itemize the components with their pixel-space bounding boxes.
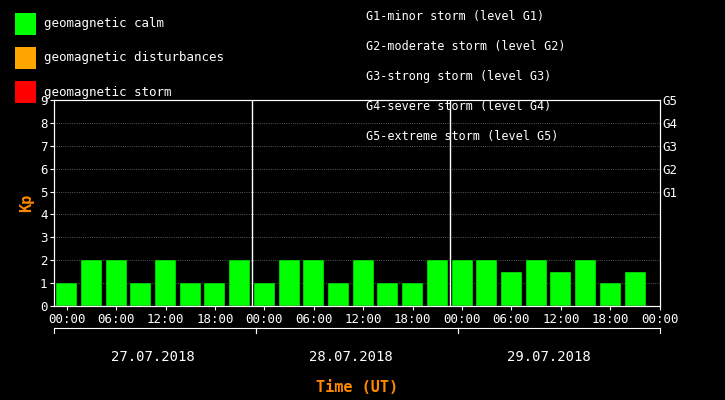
Bar	[526, 260, 547, 306]
Bar	[476, 260, 497, 306]
Bar	[303, 260, 324, 306]
Bar	[353, 260, 374, 306]
Text: G1-minor storm (level G1): G1-minor storm (level G1)	[366, 10, 544, 23]
Bar	[378, 283, 399, 306]
Bar	[624, 272, 645, 306]
Bar	[180, 283, 201, 306]
Text: 27.07.2018: 27.07.2018	[112, 350, 195, 364]
Bar	[600, 283, 621, 306]
Bar	[452, 260, 473, 306]
Text: geomagnetic calm: geomagnetic calm	[44, 18, 164, 30]
Text: G4-severe storm (level G4): G4-severe storm (level G4)	[366, 100, 552, 113]
Bar	[501, 272, 522, 306]
Text: 29.07.2018: 29.07.2018	[507, 350, 590, 364]
Bar	[57, 283, 78, 306]
Bar	[130, 283, 152, 306]
Text: geomagnetic storm: geomagnetic storm	[44, 86, 171, 98]
Bar	[81, 260, 102, 306]
Text: 28.07.2018: 28.07.2018	[309, 350, 393, 364]
Text: G2-moderate storm (level G2): G2-moderate storm (level G2)	[366, 40, 566, 53]
Bar	[229, 260, 250, 306]
Bar	[550, 272, 571, 306]
Bar	[254, 283, 275, 306]
Bar	[278, 260, 299, 306]
Bar	[204, 283, 225, 306]
Text: geomagnetic disturbances: geomagnetic disturbances	[44, 52, 223, 64]
Bar	[328, 283, 349, 306]
Text: G3-strong storm (level G3): G3-strong storm (level G3)	[366, 70, 552, 83]
Bar	[575, 260, 596, 306]
Bar	[402, 283, 423, 306]
Text: Time (UT): Time (UT)	[315, 380, 398, 395]
Bar	[155, 260, 176, 306]
Text: G5-extreme storm (level G5): G5-extreme storm (level G5)	[366, 130, 558, 143]
Bar	[106, 260, 127, 306]
Y-axis label: Kp: Kp	[20, 194, 34, 212]
Bar	[427, 260, 448, 306]
